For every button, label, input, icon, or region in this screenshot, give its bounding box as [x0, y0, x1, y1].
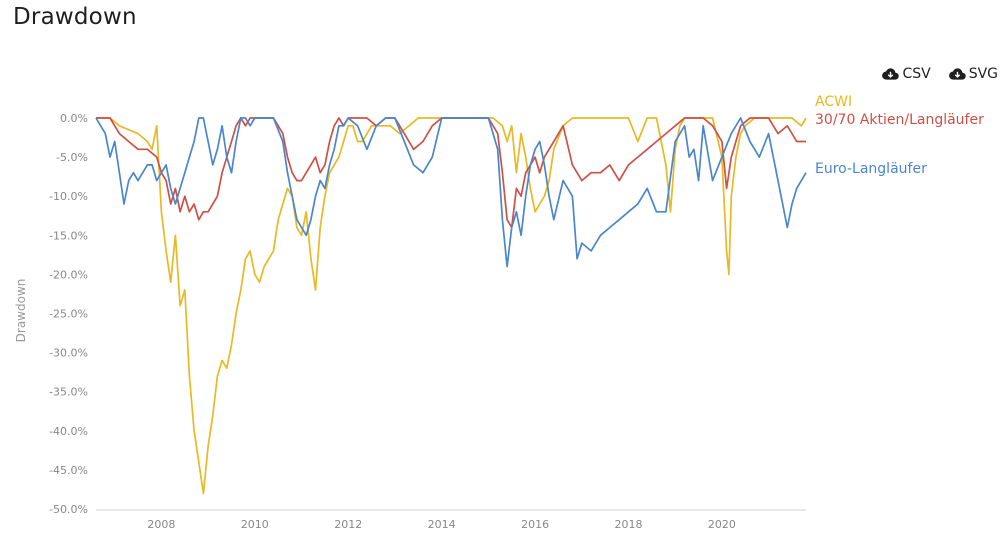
y-tick-label: -15.0%	[49, 229, 88, 242]
y-tick-label: -10.0%	[49, 190, 88, 203]
download-csv-label: CSV	[902, 66, 931, 82]
download-csv-button[interactable]: CSV	[882, 66, 931, 82]
x-tick-label: 2020	[708, 518, 736, 531]
y-tick-label: -35.0%	[49, 386, 88, 399]
legend-label: Euro-Langläufer	[815, 161, 927, 177]
download-svg-label: SVG	[968, 66, 998, 82]
download-toolbar: CSV SVG	[882, 66, 998, 82]
page-title: Drawdown	[13, 4, 137, 30]
series-line	[96, 117, 806, 229]
cloud-download-icon	[948, 68, 966, 80]
series-line	[96, 117, 807, 495]
download-svg-button[interactable]: SVG	[948, 66, 998, 82]
x-tick-label: 2016	[521, 518, 549, 531]
y-tick-label: -45.0%	[49, 464, 88, 477]
x-tick-label: 2010	[241, 518, 269, 531]
x-tick-label: 2014	[428, 518, 456, 531]
x-tick-label: 2018	[615, 518, 643, 531]
y-axis-title: Drawdown	[14, 279, 28, 343]
y-tick-label: 0.0%	[60, 112, 88, 125]
x-tick-label: 2008	[147, 518, 175, 531]
cloud-download-icon	[882, 68, 900, 80]
y-tick-label: -5.0%	[56, 151, 88, 164]
y-tick-label: -30.0%	[49, 347, 88, 360]
legend-label: ACWI	[815, 94, 852, 110]
y-tick-label: -25.0%	[49, 308, 88, 321]
y-tick-label: -50.0%	[49, 503, 88, 516]
y-tick-label: -20.0%	[49, 268, 88, 281]
series-line	[95, 117, 807, 268]
legend-label: 30/70 Aktien/Langläufer	[815, 112, 984, 128]
y-tick-label: -40.0%	[49, 425, 88, 438]
x-tick-label: 2012	[334, 518, 362, 531]
